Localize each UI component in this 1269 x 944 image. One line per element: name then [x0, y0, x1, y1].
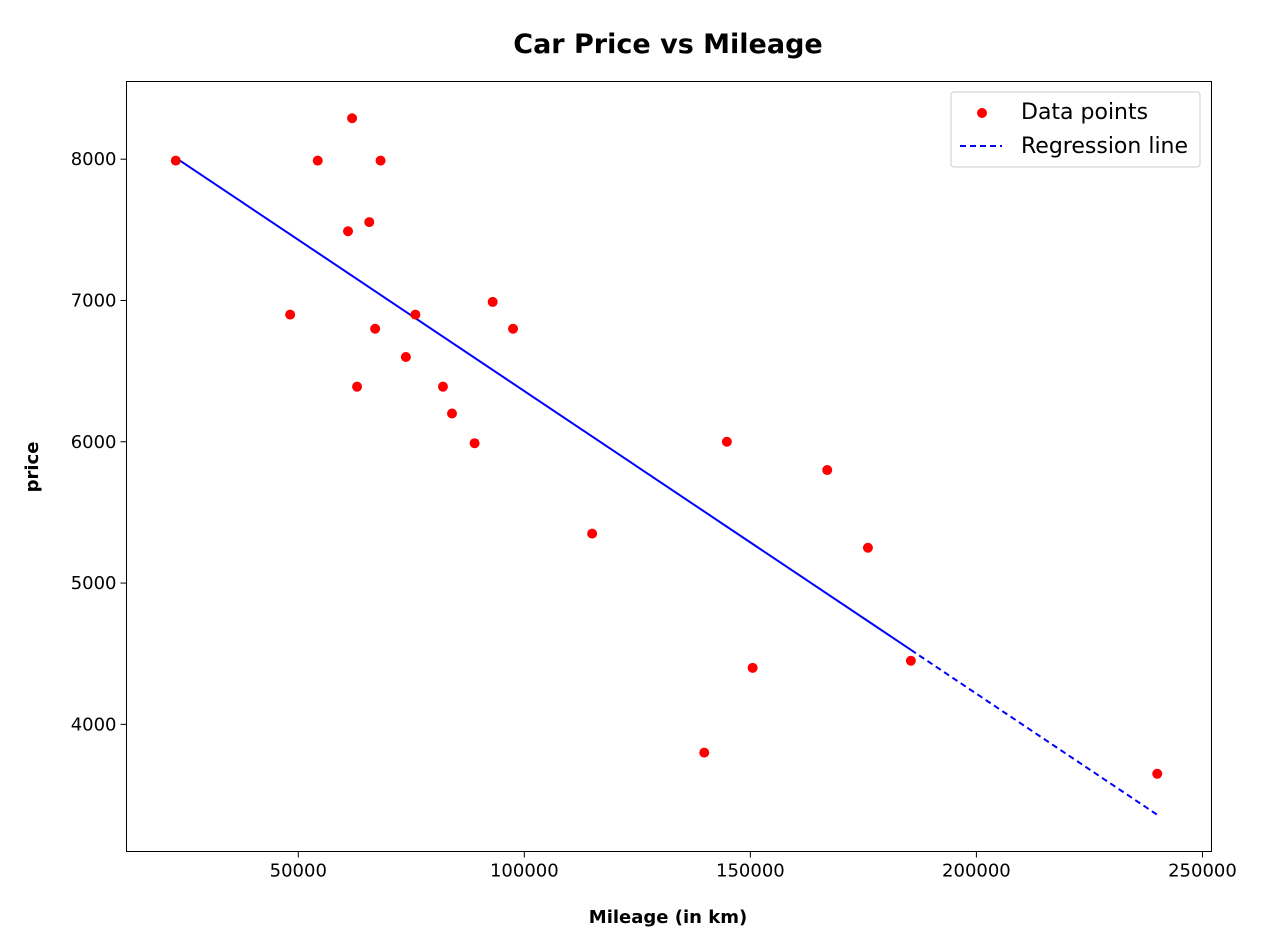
legend-box — [950, 91, 1201, 168]
x-tick-label: 200000 — [942, 861, 1011, 882]
data-point — [447, 408, 457, 419]
x-tick-label: 250000 — [1168, 861, 1237, 882]
data-point — [587, 528, 598, 539]
plot-frame — [126, 81, 1212, 852]
data-point — [699, 747, 710, 758]
data-point — [170, 155, 181, 166]
legend: Data points Regression line — [950, 91, 1201, 168]
data-point — [437, 381, 448, 392]
axes-ticks: 50000 100000 150000 200000 250000 4000 5000 600… — [71, 149, 1237, 881]
x-axis-label: Mileage (in km) — [589, 907, 747, 928]
x-tick-label: 100000 — [490, 861, 559, 882]
data-point — [862, 542, 873, 553]
data-point — [370, 323, 381, 334]
data-point — [343, 226, 354, 237]
y-tick-label: 5000 — [71, 573, 117, 594]
y-tick-label: 7000 — [71, 290, 117, 311]
data-point — [1152, 768, 1163, 779]
x-tick-label: 50000 — [270, 861, 327, 882]
data-point — [822, 465, 833, 476]
data-point — [508, 323, 519, 334]
data-point — [400, 352, 411, 363]
data-point — [747, 662, 758, 673]
data-point — [347, 113, 358, 124]
data-point — [487, 296, 498, 307]
data-point — [285, 309, 296, 320]
data-point — [410, 309, 421, 320]
legend-label-data-points: Data points — [1021, 100, 1148, 125]
data-point — [375, 155, 386, 166]
data-point — [469, 438, 480, 449]
y-tick-label: 8000 — [71, 149, 117, 170]
chart-title: Car Price vs Mileage — [513, 29, 822, 60]
y-tick-label: 4000 — [71, 714, 117, 735]
regression-line-solid — [175, 156, 912, 651]
legend-marker-data-points — [977, 108, 987, 118]
regression-line-dashed — [910, 649, 1158, 816]
legend-label-regression-line: Regression line — [1021, 134, 1188, 159]
data-point — [905, 655, 916, 666]
plot-area — [170, 113, 1163, 816]
data-point — [721, 436, 732, 447]
data-point — [312, 155, 323, 166]
y-tick-label: 6000 — [71, 432, 117, 453]
x-tick-label: 150000 — [716, 861, 785, 882]
data-point — [352, 381, 363, 392]
data-point — [364, 217, 375, 228]
y-axis-label: price — [22, 442, 43, 493]
